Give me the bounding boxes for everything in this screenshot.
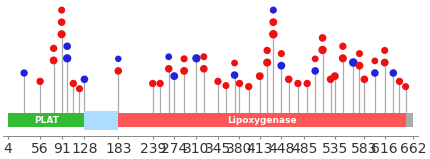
Point: [58, 21, 65, 23]
Point: [256, 75, 263, 77]
Point: [165, 68, 172, 70]
Point: [278, 52, 285, 55]
Point: [270, 21, 277, 23]
Point: [319, 49, 326, 51]
Point: [381, 61, 388, 64]
Point: [171, 75, 178, 77]
Point: [312, 58, 319, 60]
Point: [278, 64, 285, 67]
Point: [76, 87, 83, 90]
Point: [200, 68, 207, 70]
Text: Lipoxygenase: Lipoxygenase: [227, 116, 297, 125]
Point: [350, 61, 357, 64]
Point: [231, 74, 238, 76]
Point: [270, 9, 277, 11]
Bar: [8, 113, 413, 127]
Point: [327, 78, 334, 81]
Point: [361, 78, 368, 81]
Point: [339, 57, 346, 60]
Point: [81, 78, 88, 81]
Point: [58, 9, 65, 11]
Bar: [84, 111, 118, 130]
Point: [264, 61, 270, 64]
Point: [70, 82, 77, 85]
Point: [396, 80, 403, 83]
Bar: [8, 113, 84, 127]
Text: PLAT: PLAT: [34, 116, 59, 125]
Point: [381, 49, 388, 52]
Point: [64, 57, 71, 60]
Point: [64, 45, 71, 48]
Point: [312, 70, 319, 72]
Point: [356, 52, 363, 55]
Point: [285, 78, 292, 81]
Point: [402, 85, 409, 88]
Point: [245, 85, 252, 88]
Point: [231, 62, 238, 64]
Point: [165, 55, 172, 58]
Point: [181, 70, 187, 72]
Point: [21, 72, 28, 74]
Point: [222, 84, 229, 87]
Point: [181, 58, 187, 60]
Point: [50, 59, 57, 62]
Point: [215, 80, 221, 83]
Point: [50, 47, 57, 50]
Point: [264, 49, 270, 52]
Point: [37, 80, 43, 83]
Point: [319, 37, 326, 39]
Point: [157, 82, 163, 85]
Point: [270, 33, 277, 35]
Point: [193, 57, 200, 60]
Point: [372, 72, 378, 74]
Bar: [118, 113, 405, 127]
Point: [356, 64, 363, 67]
Point: [200, 55, 207, 58]
Point: [390, 72, 397, 74]
Point: [304, 82, 310, 85]
Point: [58, 33, 65, 35]
Point: [332, 75, 338, 77]
Point: [236, 82, 243, 85]
Point: [149, 82, 156, 85]
Point: [115, 58, 122, 60]
Point: [295, 82, 301, 85]
Point: [339, 45, 346, 48]
Point: [115, 70, 122, 72]
Point: [372, 60, 378, 62]
